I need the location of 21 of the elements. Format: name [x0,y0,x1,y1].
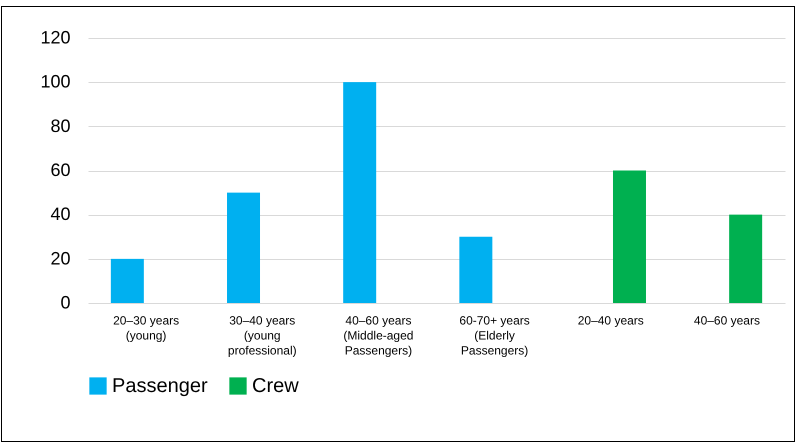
bar [343,82,376,303]
y-tick-label: 120 [40,28,70,48]
y-tick-label: 80 [50,116,70,136]
bar [729,214,762,303]
x-tick-label: 60-70+ years (Elderly Passengers) [459,314,530,358]
legend-label: Crew [252,375,300,397]
x-tick-label: 40–60 years (Middle-aged Passengers) [343,314,414,358]
bar [612,170,646,303]
y-tick-label: 0 [60,292,70,312]
y-tick-label: 40 [50,204,70,224]
x-tick-label: 20–30 years (young) [113,314,180,342]
bar [459,236,492,303]
x-tick-label: 40–60 years [694,314,760,328]
bar [110,258,144,303]
bar [227,192,260,303]
x-tick-label: 30–40 years (young professional) [228,314,297,358]
y-tick-label: 60 [50,160,70,180]
y-tick-label: 100 [40,72,70,92]
legend-label: Passenger [112,375,208,397]
x-tick-label: 20–40 years [578,314,644,328]
y-tick-label: 20 [50,248,70,268]
